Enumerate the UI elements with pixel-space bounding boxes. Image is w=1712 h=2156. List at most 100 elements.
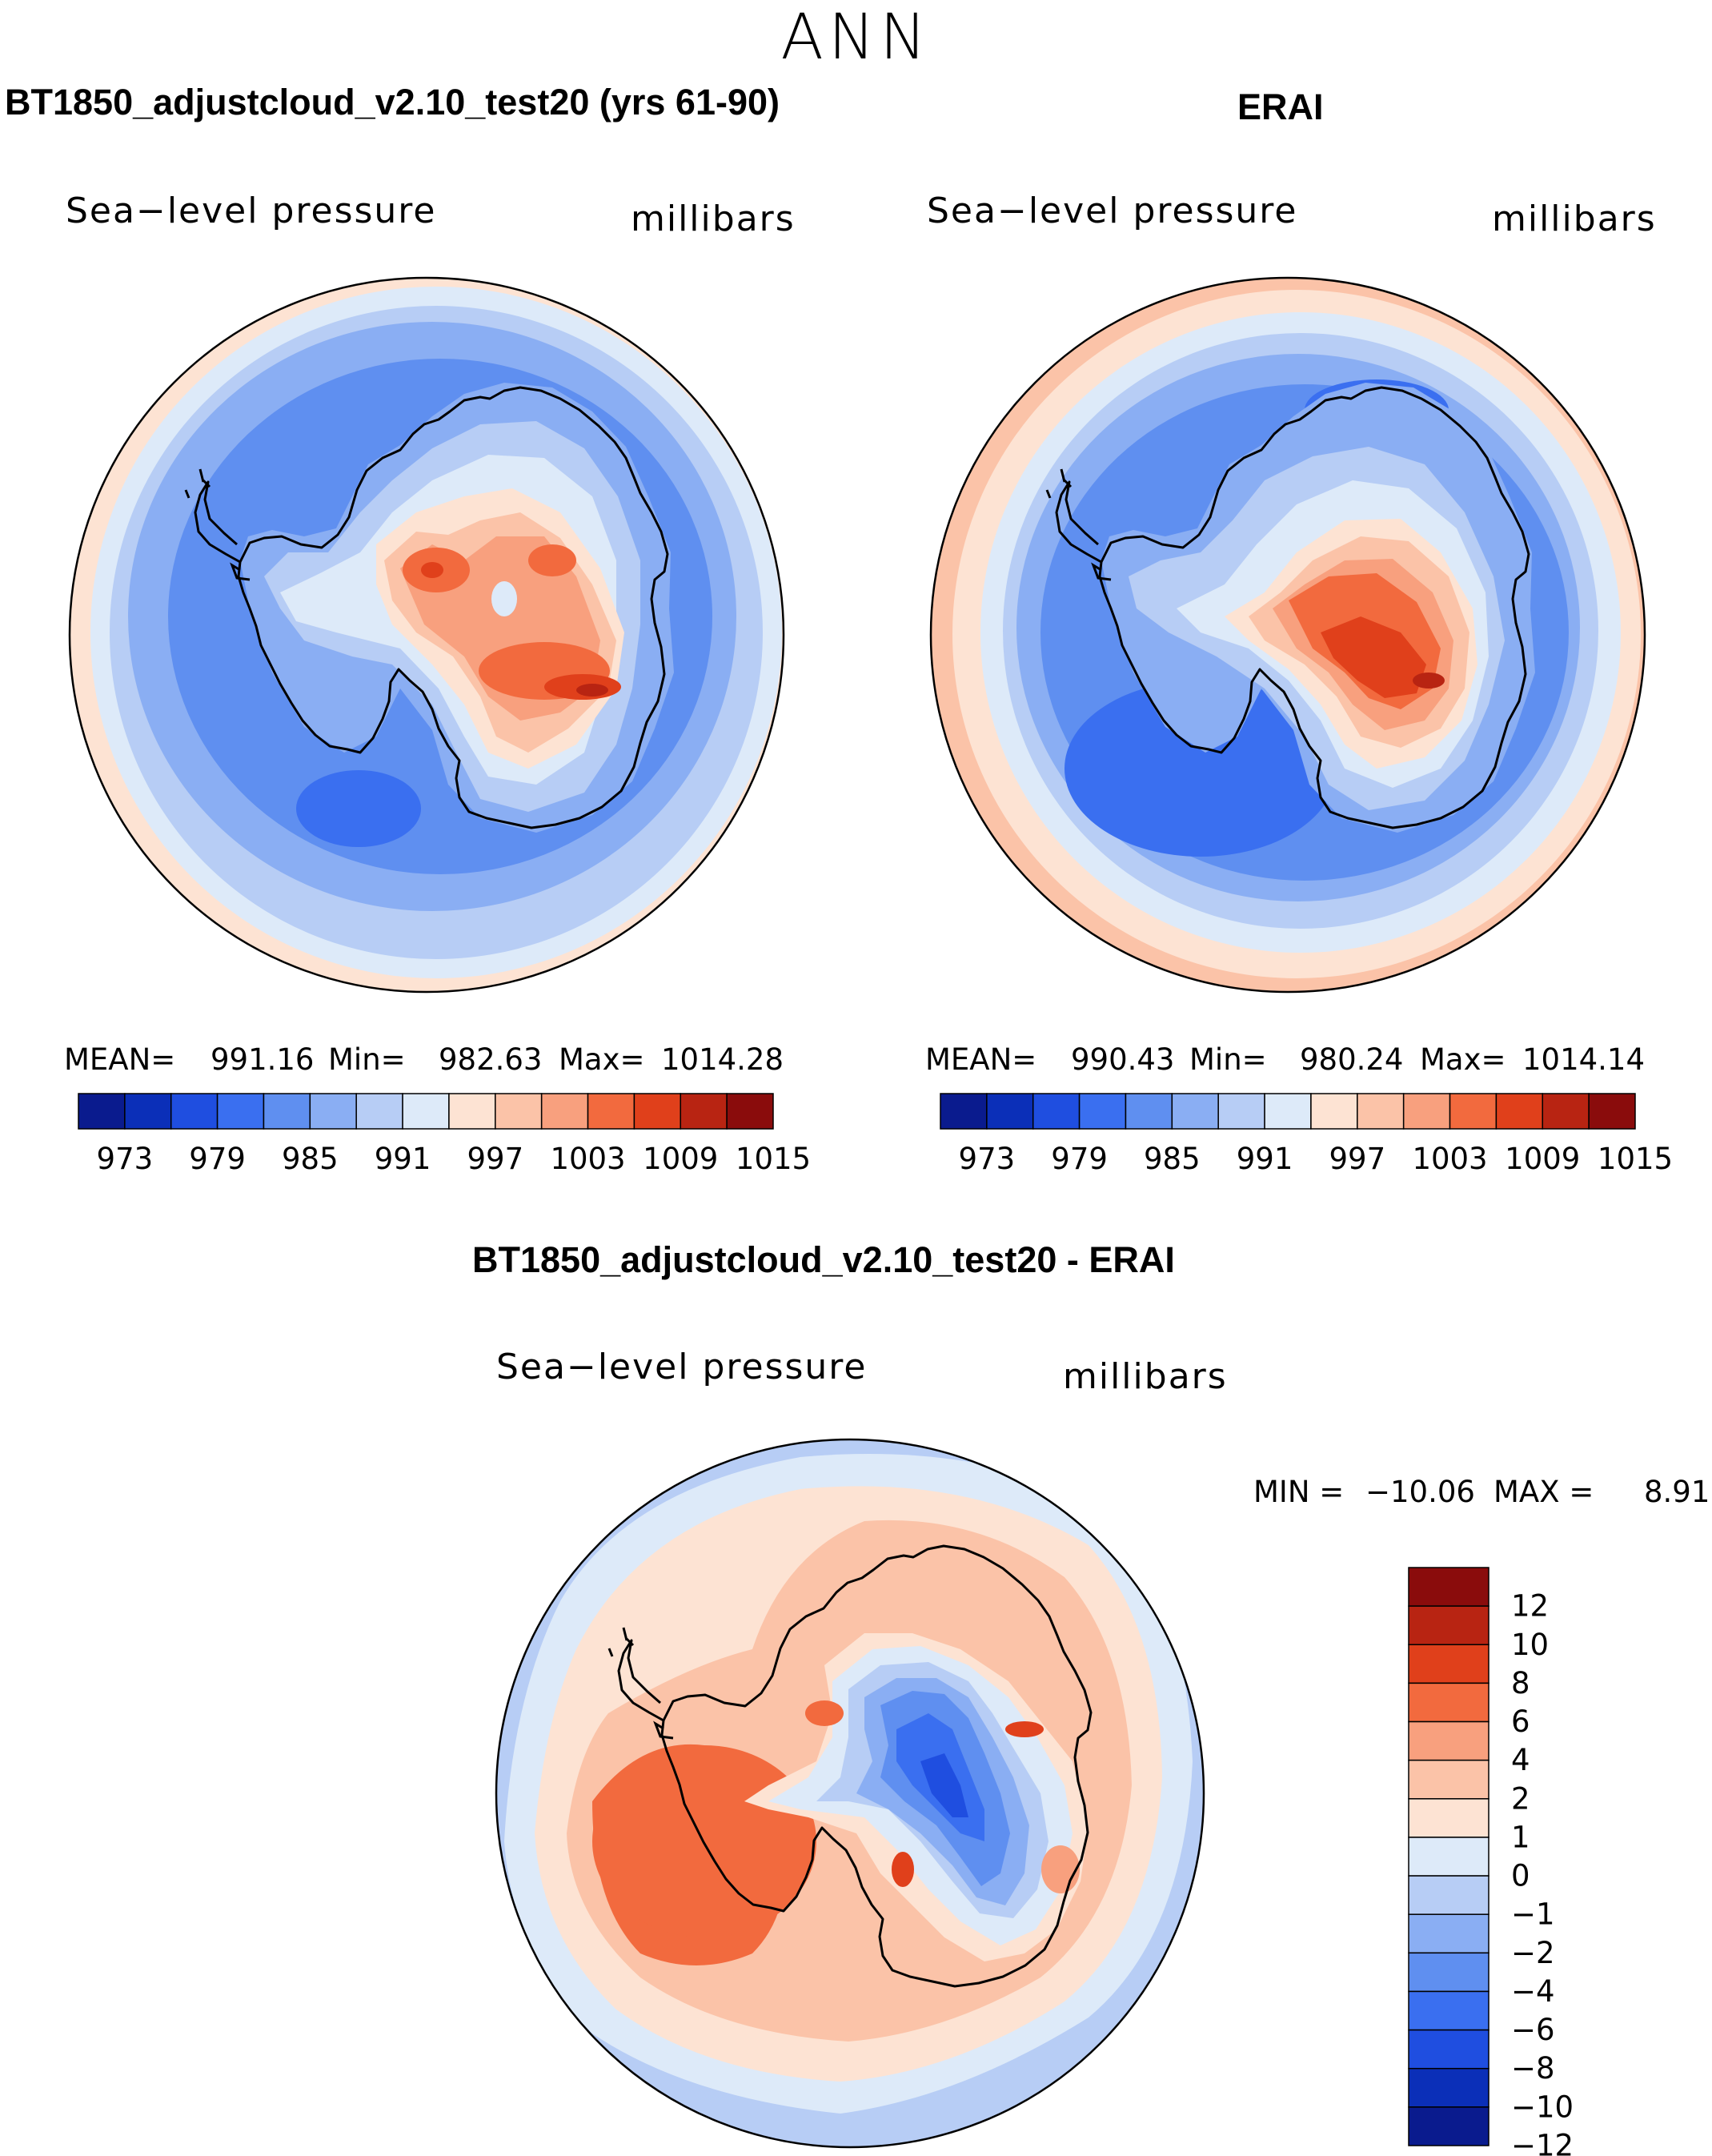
colorbar-model-swatch xyxy=(355,1093,403,1130)
colorbar-difference-tick-label: −12 xyxy=(1511,2129,1574,2156)
colorbar-difference-swatch xyxy=(1408,2067,1489,2108)
panel2-units-label: millibars xyxy=(1492,199,1657,239)
colorbar-difference-swatch xyxy=(1408,1605,1489,1646)
panel1-max-label: Max= xyxy=(559,1042,645,1077)
colorbar-erai-tick-label: 985 xyxy=(1144,1142,1201,1176)
colorbar-erai-swatch xyxy=(1449,1093,1497,1130)
colorbar-difference-tick-label: 4 xyxy=(1511,1743,1530,1777)
panel1-mean-value: 991.16 xyxy=(210,1042,315,1077)
colorbar-erai-tick-label: 1003 xyxy=(1412,1142,1487,1176)
colorbar-erai-swatch xyxy=(1217,1093,1265,1130)
panel1-units-label: millibars xyxy=(631,199,796,239)
colorbar-difference-swatch xyxy=(1408,1913,1489,1954)
colorbar-model-swatch xyxy=(680,1093,728,1130)
colorbar-difference-tick-label: 12 xyxy=(1511,1589,1549,1624)
colorbar-difference-tick-label: 6 xyxy=(1511,1704,1530,1739)
colorbar-model-swatch xyxy=(726,1093,774,1130)
colorbar-model-swatch xyxy=(309,1093,357,1130)
colorbar-erai-swatch xyxy=(1171,1093,1219,1130)
colorbar-erai-swatch xyxy=(1078,1093,1127,1130)
colorbar-difference-tick-label: 8 xyxy=(1511,1666,1530,1700)
colorbar-model-tick-label: 973 xyxy=(97,1142,154,1176)
panel2-min-label: Min= xyxy=(1189,1042,1267,1077)
colorbar-erai-tick-label: 1009 xyxy=(1505,1142,1580,1176)
colorbar-difference-tick-label: −8 xyxy=(1511,2051,1555,2086)
panel3-title: BT1850_adjustcloud_v2.10_test20 - ERAI xyxy=(472,1239,1175,1280)
panel3-units-label: millibars xyxy=(1063,1356,1228,1397)
colorbar-erai-swatch xyxy=(1542,1093,1590,1130)
colorbar-erai-tick-label: 1015 xyxy=(1598,1142,1673,1176)
colorbar-difference-swatch xyxy=(1408,1798,1489,1838)
panel1-min-value: 982.63 xyxy=(439,1042,543,1077)
colorbar-erai-tick-label: 991 xyxy=(1237,1142,1293,1176)
panel2-min-value: 980.24 xyxy=(1300,1042,1404,1077)
panel3-variable-label: Sea−level pressure xyxy=(496,1347,868,1387)
colorbar-difference-tick-label: −6 xyxy=(1511,2013,1555,2047)
colorbar-model-swatch xyxy=(170,1093,219,1130)
colorbar-model-swatch xyxy=(78,1093,126,1130)
colorbar-erai-swatch xyxy=(986,1093,1034,1130)
panel1-variable-label: Sea−level pressure xyxy=(66,191,437,231)
colorbar-model-tick-label: 997 xyxy=(467,1142,523,1176)
colorbar-difference-swatch xyxy=(1408,1567,1489,1607)
colorbar-difference-swatch xyxy=(1408,1644,1489,1684)
colorbar-erai-swatch xyxy=(1357,1093,1405,1130)
colorbar-difference-tick-label: −2 xyxy=(1511,1936,1555,1970)
colorbar-model-tick-label: 991 xyxy=(375,1142,431,1176)
colorbar-erai-swatch xyxy=(1495,1093,1544,1130)
colorbar-difference-tick-label: −10 xyxy=(1511,2090,1574,2124)
colorbar-model: 973 979 985 991 997 1003 1009 1015 xyxy=(78,1093,811,1176)
colorbar-model-swatch xyxy=(495,1093,543,1130)
colorbar-difference-swatch xyxy=(1408,1875,1489,1915)
colorbar-model-tick-label: 1003 xyxy=(550,1142,625,1176)
panel1-title: BT1850_adjustcloud_v2.10_test20 (yrs 61-… xyxy=(5,82,780,122)
colorbar-difference-tick-label: −4 xyxy=(1511,1974,1555,2009)
colorbar-difference-swatch xyxy=(1408,1682,1489,1723)
colorbar-model-swatch xyxy=(448,1093,496,1130)
colorbar-erai-tick-label: 979 xyxy=(1051,1142,1108,1176)
panel1-mean-label: MEAN= xyxy=(64,1042,176,1077)
colorbar-model-swatch xyxy=(402,1093,450,1130)
colorbar-difference-swatch xyxy=(1408,1952,1489,1993)
figure-title: ANN xyxy=(780,2,932,74)
colorbar-erai-swatch xyxy=(1125,1093,1173,1130)
panel2-max-label: Max= xyxy=(1420,1042,1506,1077)
panel1-max-value: 1014.28 xyxy=(661,1042,784,1077)
colorbar-difference-swatch xyxy=(1408,2106,1489,2146)
panel1-min-label: Min= xyxy=(328,1042,406,1077)
colorbar-model-swatch xyxy=(263,1093,311,1130)
colorbar-difference-swatch xyxy=(1408,1990,1489,2031)
panel2-mean-value: 990.43 xyxy=(1071,1042,1175,1077)
panel3-min-label: MIN = xyxy=(1253,1475,1345,1509)
colorbar-erai-swatch xyxy=(1588,1093,1636,1130)
colorbar-erai-swatch xyxy=(940,1093,988,1130)
map-erai-boundary xyxy=(929,276,1646,994)
colorbar-erai-swatch xyxy=(1310,1093,1358,1130)
colorbar-model-swatch xyxy=(633,1093,682,1130)
colorbar-erai-tick-label: 973 xyxy=(959,1142,1016,1176)
panel3-max-value: 8.91 xyxy=(1644,1475,1710,1509)
panel3-max-label: MAX = xyxy=(1493,1475,1594,1509)
colorbar-erai-swatch xyxy=(1264,1093,1312,1130)
colorbar-model-swatch xyxy=(540,1093,589,1130)
colorbar-erai-swatch xyxy=(1032,1093,1081,1130)
colorbar-model-swatch xyxy=(124,1093,172,1130)
map-difference-boundary xyxy=(495,1438,1205,2149)
map-difference-field xyxy=(496,1439,1204,2147)
colorbar-model-tick-label: 979 xyxy=(189,1142,246,1176)
colorbar-difference-swatch xyxy=(1408,1759,1489,1800)
colorbar-difference-tick-label: 10 xyxy=(1511,1628,1549,1662)
panel2-mean-label: MEAN= xyxy=(925,1042,1037,1077)
panel2-variable-label: Sea−level pressure xyxy=(927,191,1298,231)
colorbar-erai-swatch xyxy=(1402,1093,1451,1130)
colorbar-difference-tick-label: 1 xyxy=(1511,1820,1530,1854)
colorbar-difference-swatch xyxy=(1408,2029,1489,2070)
colorbar-difference-tick-label: −1 xyxy=(1511,1897,1555,1932)
colorbar-difference-swatch xyxy=(1408,1837,1489,1877)
colorbar-model-tick-label: 1009 xyxy=(643,1142,718,1176)
colorbar-difference-tick-label: 2 xyxy=(1511,1781,1530,1816)
colorbar-difference-swatch xyxy=(1408,1720,1489,1761)
map-model-boundary xyxy=(68,276,785,994)
